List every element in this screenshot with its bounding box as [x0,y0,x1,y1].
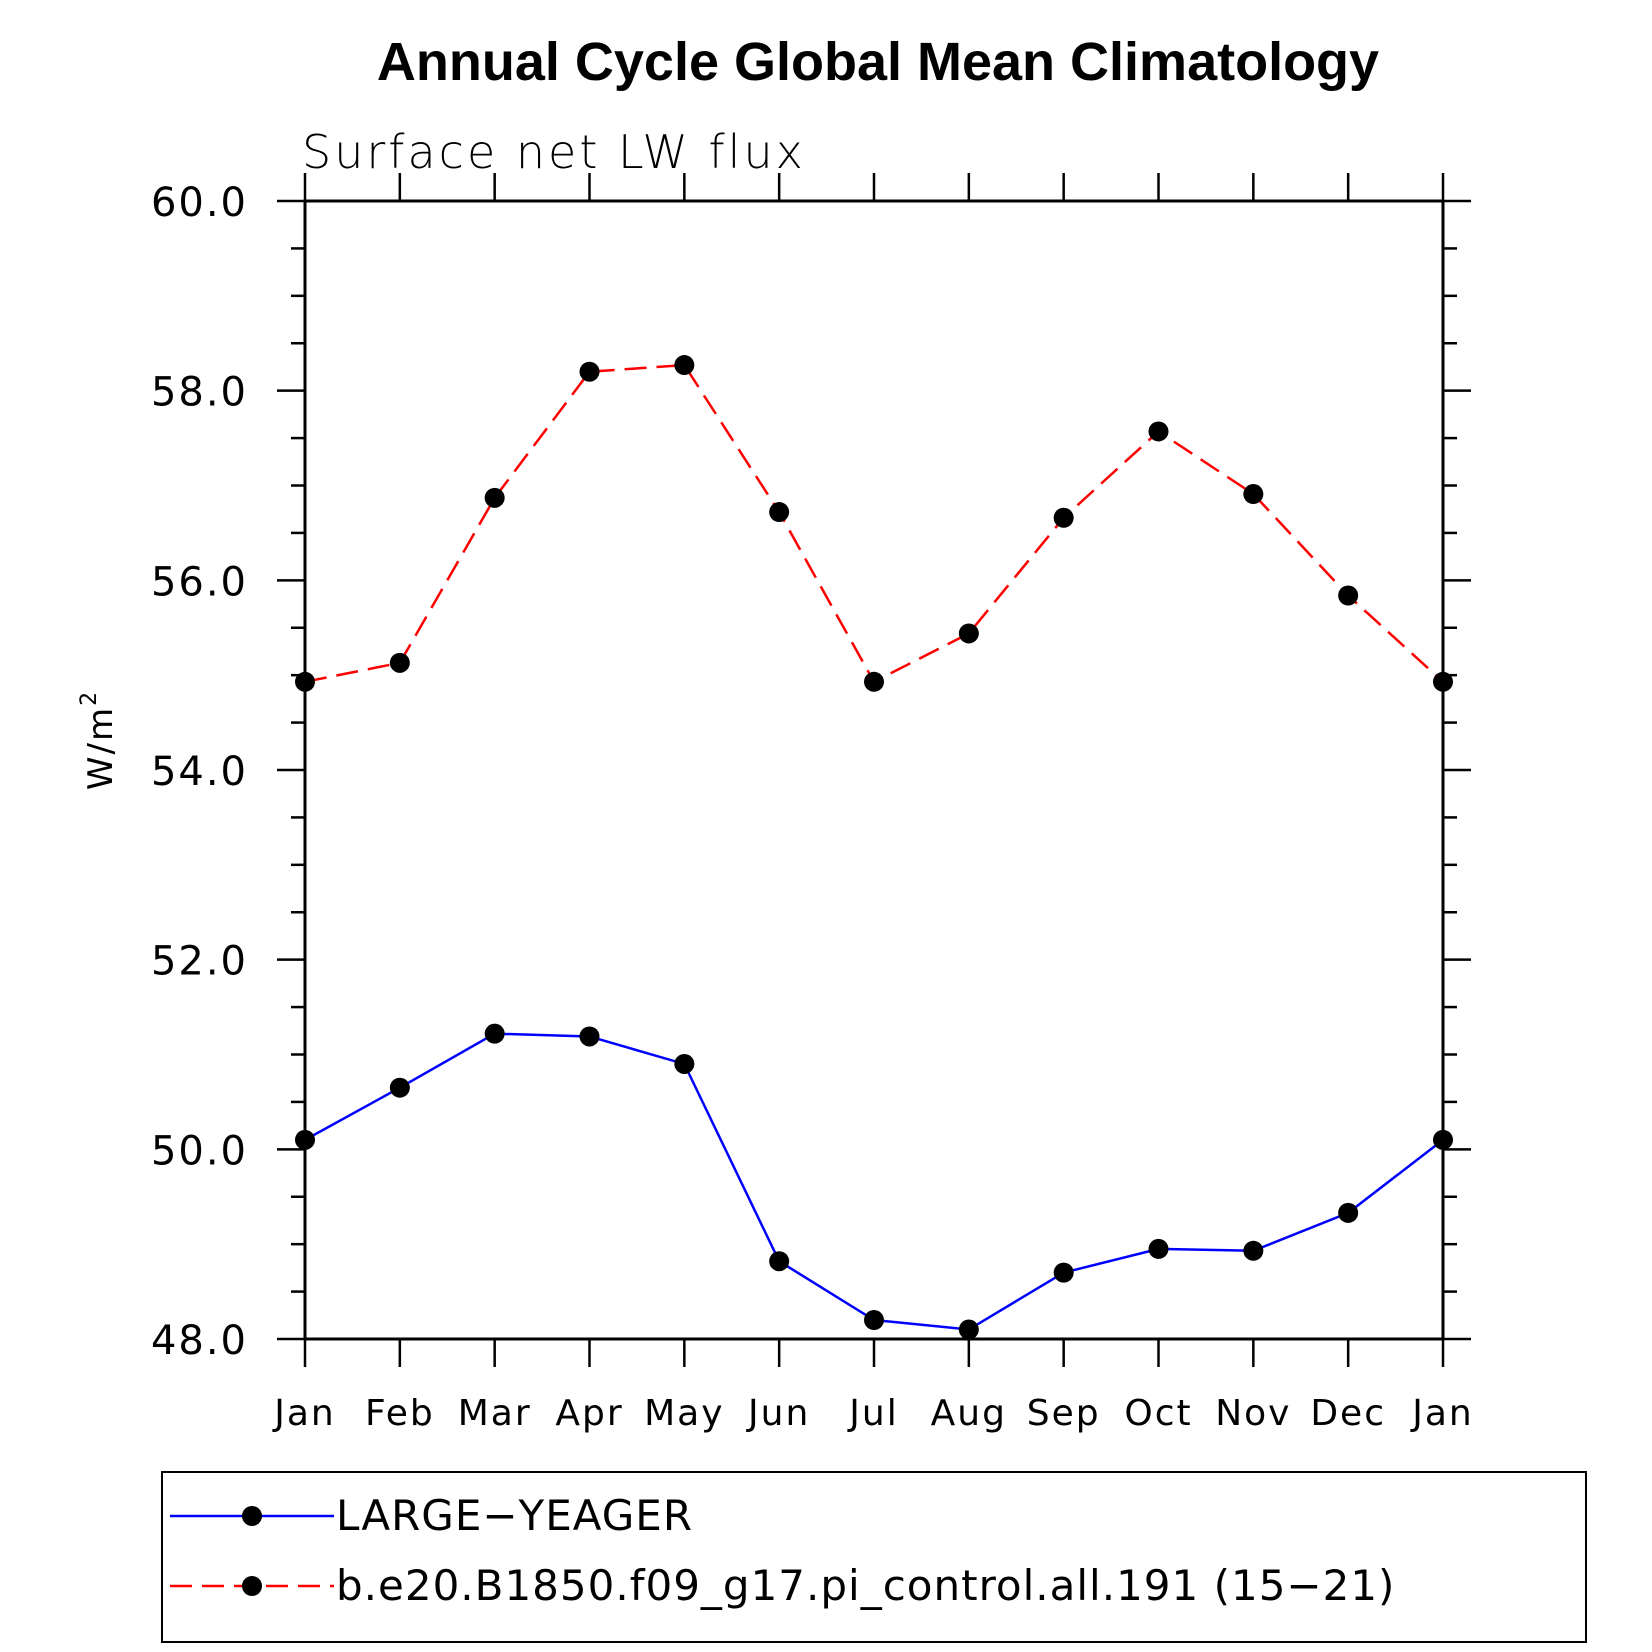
data-point-series-1 [1243,484,1264,505]
y-tick-label: 58.0 [151,370,248,416]
x-tick-label: Dec [1310,1393,1386,1434]
x-tick-label: Aug [931,1393,1007,1434]
y-axis-label-text: W/m [81,706,121,790]
y-tick-label: 60.0 [151,180,248,226]
data-point-series-0 [769,1251,790,1272]
svg-text:W/m2: W/m2 [77,690,121,790]
data-point-series-0 [864,1310,884,1331]
x-tick-label: Nov [1215,1393,1291,1434]
chart-subtitle: Surface net LW flux [302,125,806,179]
x-tick-label: Oct [1124,1393,1192,1434]
data-point-series-0 [1243,1240,1264,1261]
data-point-series-1 [769,502,790,523]
y-tick-label: 50.0 [151,1128,248,1174]
chart-title: Annual Cycle Global Mean Climatology [377,32,1379,92]
x-tick-label: Feb [365,1393,435,1434]
series-line-0 [304,1032,1444,1331]
y-tick-label: 48.0 [151,1318,248,1364]
data-point-series-1 [864,671,884,692]
legend-marker-large-yeager [242,1506,262,1526]
x-tick-label: Apr [555,1393,623,1434]
data-point-series-1 [1338,585,1359,606]
x-tick-label: Mar [458,1393,532,1434]
x-tick-label: Jun [746,1393,810,1434]
legend: LARGE−YEAGER b.e20.B1850.f09_g17.pi_cont… [161,1471,1587,1643]
x-tick-label: Jan [272,1393,336,1434]
y-tick-labels: 48.0 50.0 52.0 54.0 56.0 58.0 60.0 [151,180,248,1364]
x-tick-labels: Jan Feb Mar Apr May Jun Jul Aug Sep Oct Nov Dec Jan [272,1393,1474,1434]
data-point-series-1 [1053,507,1074,528]
x-tick-label: Jul [847,1393,898,1434]
data-point-series-0 [1053,1262,1074,1283]
y-tick-label: 52.0 [151,939,248,985]
data-point-series-0 [674,1053,695,1074]
data-point-series-1 [389,652,410,673]
data-point-series-1 [958,623,979,644]
data-point-series-0 [958,1319,979,1340]
legend-box [161,1471,1587,1643]
data-point-series-1 [579,361,600,382]
plot-frame [303,199,1445,1341]
data-point-series-1 [484,487,505,508]
x-tick-label: Sep [1027,1393,1101,1434]
data-point-series-0 [1148,1238,1169,1259]
data-point-series-1 [1148,421,1169,442]
x-tick-label: Jan [1410,1393,1474,1434]
y-tick-label: 54.0 [151,749,248,795]
data-point-series-0 [579,1026,600,1047]
legend-label-large-yeager: LARGE−YEAGER [336,1491,693,1540]
data-point-series-0 [1338,1202,1359,1223]
data-point-series-0 [389,1077,410,1098]
legend-marker-pi-control [242,1576,262,1596]
legend-label-pi-control: b.e20.B1850.f09_g17.pi_control.all.191 (… [336,1561,1395,1610]
axis-ticks [277,173,1471,1367]
y-tick-label: 56.0 [151,559,248,605]
x-tick-label: May [644,1393,724,1434]
y-axis-label-superscript: 2 [77,690,102,706]
series-line-1 [304,363,1444,684]
data-point-series-0 [484,1023,505,1044]
series-layer [295,355,1453,1340]
y-axis-label: W/m2 [77,690,121,790]
data-point-series-1 [674,355,695,376]
